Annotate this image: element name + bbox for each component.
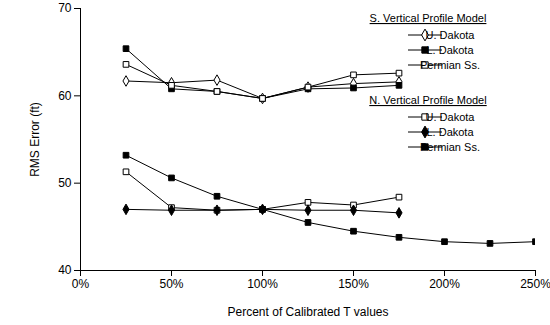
svg-text:50%: 50% [159,277,183,291]
svg-text:40: 40 [58,263,72,277]
svg-text:U. Dakota: U. Dakota [426,111,476,123]
svg-text:150%: 150% [338,277,369,291]
svg-text:Percent of Calibrated T values: Percent of Calibrated T values [228,305,389,319]
svg-text:Permian Ss.: Permian Ss. [420,141,480,153]
svg-text:S. Vertical Profile Model: S. Vertical Profile Model [370,12,487,24]
svg-text:N. Vertical Profile Model: N. Vertical Profile Model [369,94,486,106]
svg-text:200%: 200% [429,277,460,291]
svg-text:70: 70 [58,1,72,15]
svg-text:100%: 100% [247,277,278,291]
svg-text:250%: 250% [520,277,550,291]
svg-text:Permian Ss.: Permian Ss. [420,59,480,71]
svg-text:L. Dakota: L. Dakota [426,126,474,138]
svg-text:U. Dakota: U. Dakota [426,29,476,41]
svg-text:60: 60 [58,89,72,103]
svg-text:50: 50 [58,176,72,190]
svg-text:L. Dakota: L. Dakota [426,44,474,56]
svg-text:0%: 0% [72,277,90,291]
svg-text:RMS Error (ft): RMS Error (ft) [28,102,42,177]
